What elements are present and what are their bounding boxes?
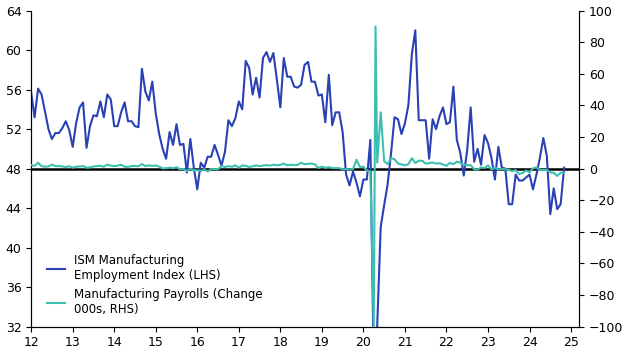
Legend: ISM Manufacturing
Employment Index (LHS), Manufacturing Payrolls (Change
000s, R: ISM Manufacturing Employment Index (LHS)… — [43, 250, 268, 321]
